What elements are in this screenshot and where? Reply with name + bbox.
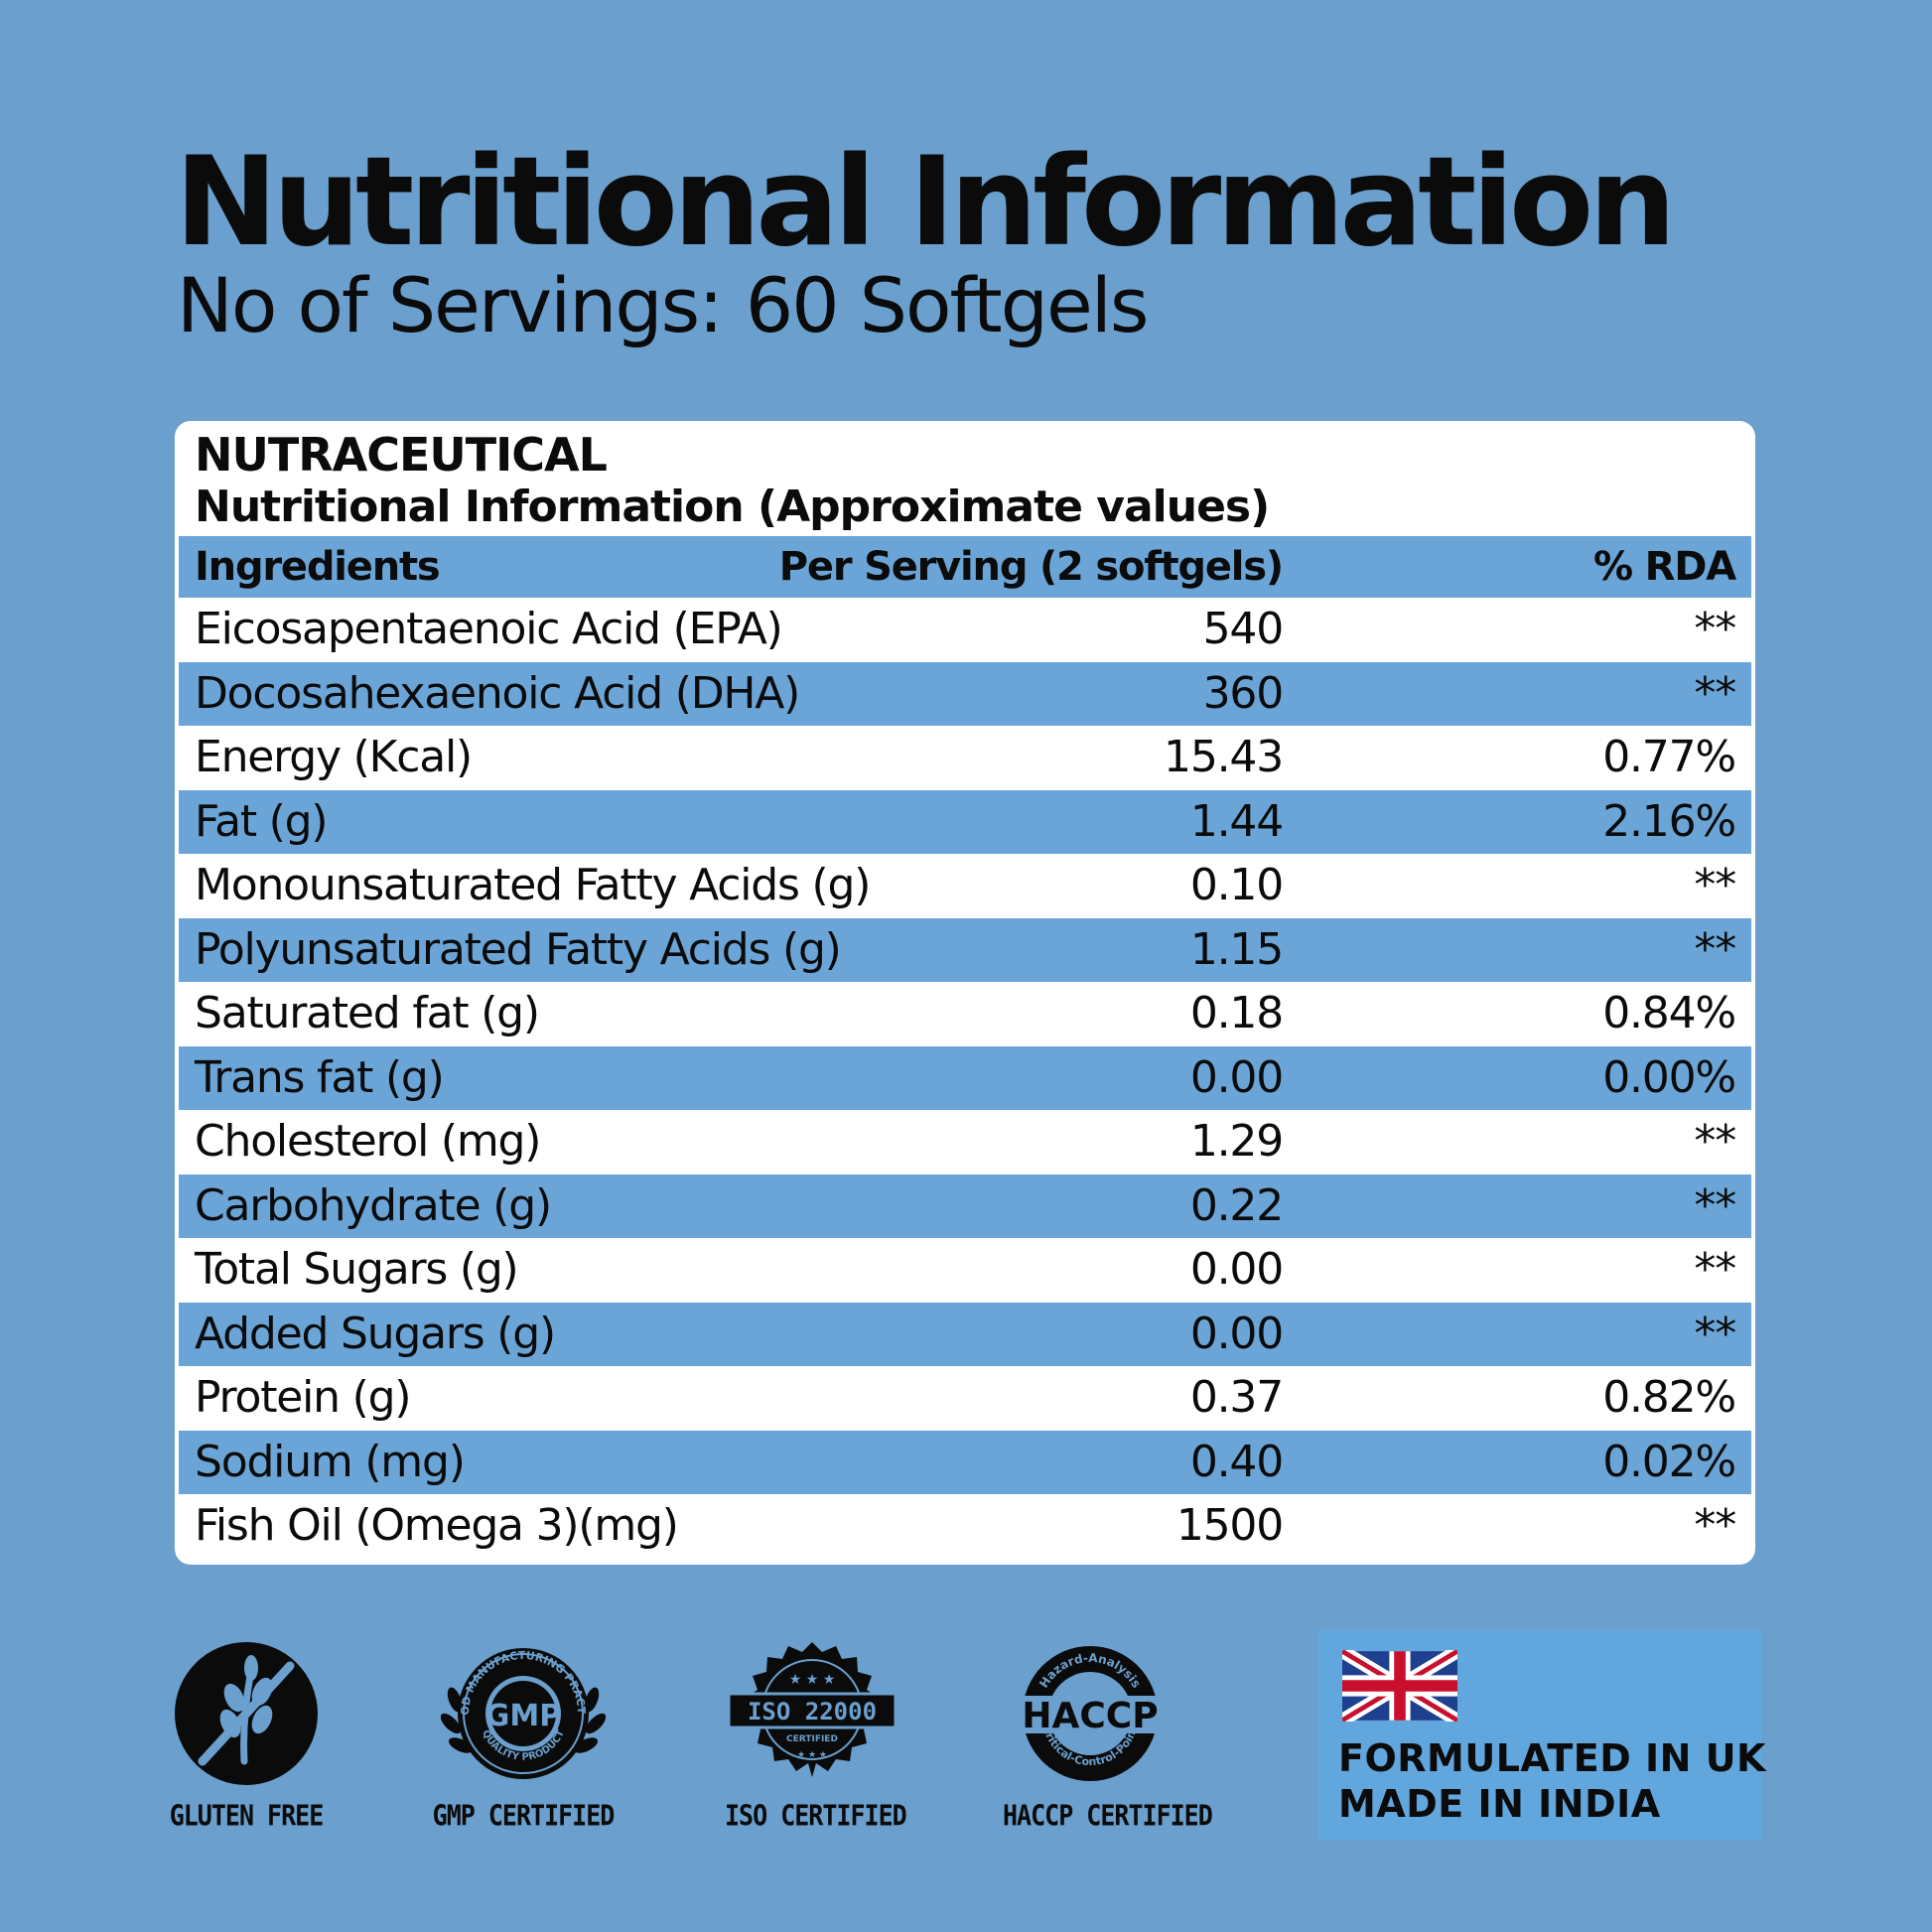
rda-value: ** bbox=[1694, 1500, 1736, 1552]
panel-brand: NUTRACEUTICAL bbox=[195, 428, 608, 482]
table-row: Fat (g) 1.44 2.16% bbox=[179, 789, 1751, 854]
per-serving-value: 0.37 bbox=[1189, 1372, 1284, 1424]
table-row: Added Sugars (g) 0.00 ** bbox=[179, 1302, 1751, 1366]
table-row: Eicosapentaenoic Acid (EPA) 540 ** bbox=[179, 598, 1751, 662]
badge-haccp: Hazard-Analysis Critical-Control-Point H… bbox=[1003, 1640, 1213, 1833]
ingredient-name: Eicosapentaenoic Acid (EPA) bbox=[195, 604, 783, 655]
table-row: Energy (Kcal) 15.43 0.77% bbox=[179, 726, 1751, 790]
per-serving-value: 0.00 bbox=[1189, 1308, 1284, 1359]
rda-value: 0.77% bbox=[1602, 732, 1736, 783]
table-row: Saturated fat (g) 0.18 0.84% bbox=[179, 982, 1751, 1046]
rda-value: ** bbox=[1694, 923, 1736, 975]
badge-label: ISO CERTIFIED bbox=[725, 1798, 907, 1833]
uk-flag-icon bbox=[1342, 1650, 1457, 1722]
per-serving-value: 540 bbox=[1202, 604, 1285, 655]
per-serving-value: 0.00 bbox=[1189, 1051, 1284, 1103]
table-row: Carbohydrate (g) 0.22 ** bbox=[179, 1173, 1751, 1238]
ingredient-name: Trans fat (g) bbox=[195, 1051, 445, 1103]
rda-value: ** bbox=[1694, 1244, 1736, 1296]
per-serving-value: 0.00 bbox=[1189, 1244, 1284, 1296]
badge-iso: ISO 22000 CERTIFIED ★ ★ ★ ★ ★ ★ ISO CERT… bbox=[725, 1640, 907, 1833]
rda-value: ** bbox=[1694, 1116, 1736, 1168]
rda-value: ** bbox=[1694, 1308, 1736, 1359]
rda-value: ** bbox=[1694, 604, 1736, 655]
nutrition-table: Ingredients Per Serving (2 softgels) % R… bbox=[179, 536, 1751, 1559]
column-header-ingredients: Ingredients bbox=[195, 544, 441, 590]
ingredient-name: Saturated fat (g) bbox=[195, 988, 540, 1039]
origin-line-formulated: FORMULATED IN UK bbox=[1338, 1736, 1766, 1780]
column-header-rda: % RDA bbox=[1593, 544, 1736, 590]
svg-text:★ ★ ★: ★ ★ ★ bbox=[789, 1672, 836, 1688]
rda-value: ** bbox=[1694, 860, 1736, 911]
badge-label: GLUTEN FREE bbox=[169, 1798, 325, 1833]
page-title: Nutritional Information bbox=[175, 131, 1676, 274]
table-row: Polyunsaturated Fatty Acids (g) 1.15 ** bbox=[179, 917, 1751, 982]
table-row: Sodium (mg) 0.40 0.02% bbox=[179, 1430, 1751, 1494]
iso-seal-icon: ISO 22000 CERTIFIED ★ ★ ★ ★ ★ ★ bbox=[727, 1642, 897, 1777]
svg-text:★ ★ ★: ★ ★ ★ bbox=[797, 1750, 827, 1760]
rda-value: 0.84% bbox=[1602, 988, 1736, 1039]
ingredient-name: Sodium (mg) bbox=[195, 1436, 466, 1487]
per-serving-value: 0.10 bbox=[1189, 860, 1284, 911]
nutrition-panel: NUTRACEUTICAL Nutritional Information (A… bbox=[175, 421, 1755, 1565]
table-row: Cholesterol (mg) 1.29 ** bbox=[179, 1110, 1751, 1174]
ingredient-name: Energy (Kcal) bbox=[195, 732, 473, 783]
per-serving-value: 0.22 bbox=[1189, 1179, 1284, 1231]
badge-gmp: GOOD MANUFACTURING PRACTICE QUALITY PROD… bbox=[429, 1640, 618, 1833]
gluten-free-icon bbox=[175, 1642, 318, 1785]
panel-subtitle: Nutritional Information (Approximate val… bbox=[195, 482, 1270, 532]
panel-header: NUTRACEUTICAL Nutritional Information (A… bbox=[195, 428, 1270, 534]
column-header-per-serving: Per Serving (2 softgels) bbox=[778, 544, 1284, 590]
badge-label: HACCP CERTIFIED bbox=[1003, 1798, 1213, 1833]
ingredient-name: Protein (g) bbox=[195, 1372, 411, 1424]
table-row: Total Sugars (g) 0.00 ** bbox=[179, 1238, 1751, 1303]
ingredient-name: Fat (g) bbox=[195, 795, 329, 847]
rda-value: ** bbox=[1694, 1179, 1736, 1231]
gmp-seal-icon: GOOD MANUFACTURING PRACTICE QUALITY PROD… bbox=[433, 1640, 607, 1779]
svg-text:ISO 22000: ISO 22000 bbox=[748, 1698, 877, 1725]
ingredient-name: Monounsaturated Fatty Acids (g) bbox=[195, 860, 871, 911]
origin-line-made: MADE IN INDIA bbox=[1338, 1782, 1661, 1826]
table-row: Monounsaturated Fatty Acids (g) 0.10 ** bbox=[179, 854, 1751, 918]
origin-panel: FORMULATED IN UK MADE IN INDIA bbox=[1318, 1630, 1766, 1841]
table-header-row: Ingredients Per Serving (2 softgels) % R… bbox=[179, 536, 1751, 598]
rda-value: ** bbox=[1694, 667, 1736, 719]
table-row: Docosahexaenoic Acid (DHA) 360 ** bbox=[179, 661, 1751, 726]
per-serving-value: 0.40 bbox=[1189, 1436, 1284, 1487]
ingredient-name: Docosahexaenoic Acid (DHA) bbox=[195, 667, 800, 719]
svg-text:HACCP: HACCP bbox=[1022, 1696, 1158, 1736]
table-row: Protein (g) 0.37 0.82% bbox=[179, 1366, 1751, 1431]
per-serving-value: 1.29 bbox=[1189, 1116, 1284, 1168]
servings-line: No of Servings: 60 Softgels bbox=[177, 268, 1149, 344]
badge-gluten-free: GLUTEN FREE bbox=[169, 1640, 325, 1833]
per-serving-value: 360 bbox=[1202, 667, 1285, 719]
ingredient-name: Cholesterol (mg) bbox=[195, 1116, 541, 1168]
ingredient-name: Added Sugars (g) bbox=[195, 1308, 556, 1359]
ingredient-name: Polyunsaturated Fatty Acids (g) bbox=[195, 923, 842, 975]
per-serving-value: 1.15 bbox=[1189, 923, 1284, 975]
rda-value: 0.00% bbox=[1602, 1051, 1736, 1103]
per-serving-value: 0.18 bbox=[1189, 988, 1284, 1039]
rda-value: 0.82% bbox=[1602, 1372, 1736, 1424]
servings-value: 60 Softgels bbox=[745, 261, 1150, 349]
ingredient-name: Carbohydrate (g) bbox=[195, 1179, 552, 1231]
rda-value: 0.02% bbox=[1602, 1436, 1736, 1487]
rda-value: 2.16% bbox=[1602, 795, 1736, 847]
haccp-seal-icon: Hazard-Analysis Critical-Control-Point H… bbox=[1005, 1646, 1175, 1781]
table-row: Trans fat (g) 0.00 0.00% bbox=[179, 1045, 1751, 1110]
servings-label: No of Servings: bbox=[177, 261, 724, 349]
per-serving-value: 15.43 bbox=[1164, 732, 1284, 783]
table-row: Fish Oil (Omega 3)(mg) 1500 ** bbox=[179, 1494, 1751, 1559]
svg-text:CERTIFIED: CERTIFIED bbox=[786, 1734, 838, 1744]
per-serving-value: 1500 bbox=[1175, 1500, 1284, 1552]
ingredient-name: Fish Oil (Omega 3)(mg) bbox=[195, 1500, 679, 1552]
badge-label: GMP CERTIFIED bbox=[432, 1798, 616, 1833]
svg-text:GMP: GMP bbox=[485, 1699, 561, 1733]
per-serving-value: 1.44 bbox=[1189, 795, 1284, 847]
ingredient-name: Total Sugars (g) bbox=[195, 1244, 519, 1296]
